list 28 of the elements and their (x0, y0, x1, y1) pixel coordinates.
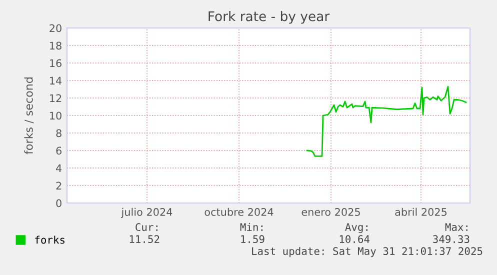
y-tick-label: 14 (50, 76, 62, 84)
text: Min: (240, 222, 262, 231)
text: 349.33 (433, 235, 470, 244)
x-tick-label: julio 2024 (121, 208, 172, 218)
text: 10.64 (340, 235, 370, 244)
x-tick-label: enero 2025 (302, 208, 360, 216)
chart-title: Fork rate - by year (208, 11, 330, 24)
legend-label: forks (35, 236, 64, 244)
line-series (306, 86, 467, 157)
y-axis-title: forks / second (24, 78, 34, 154)
y-tick-label: 0 (56, 199, 62, 208)
text: Avg: (345, 223, 368, 234)
text: Cur: (136, 223, 158, 232)
y-tick-label: 20 (50, 24, 62, 32)
y-tick-label: 4 (56, 164, 62, 172)
text: Max: (445, 223, 468, 232)
y-tick-label: 16 (50, 59, 62, 68)
y-tick-label: 6 (56, 146, 62, 155)
y-tick-label: 10 (50, 112, 62, 120)
x-tick-label: octubre 2024 (204, 208, 274, 216)
y-tick-label: 2 (56, 182, 62, 190)
text: 1.59 (241, 235, 264, 244)
x-tick-label: abril 2025 (395, 208, 447, 216)
y-tick-label: 12 (50, 94, 62, 102)
y-tick-label: 8 (56, 129, 62, 138)
text: 11.52 (130, 235, 160, 244)
y-tick-label: 18 (50, 42, 62, 50)
text: Last update: Sat May 31 21:01:37 2025 (252, 246, 482, 258)
